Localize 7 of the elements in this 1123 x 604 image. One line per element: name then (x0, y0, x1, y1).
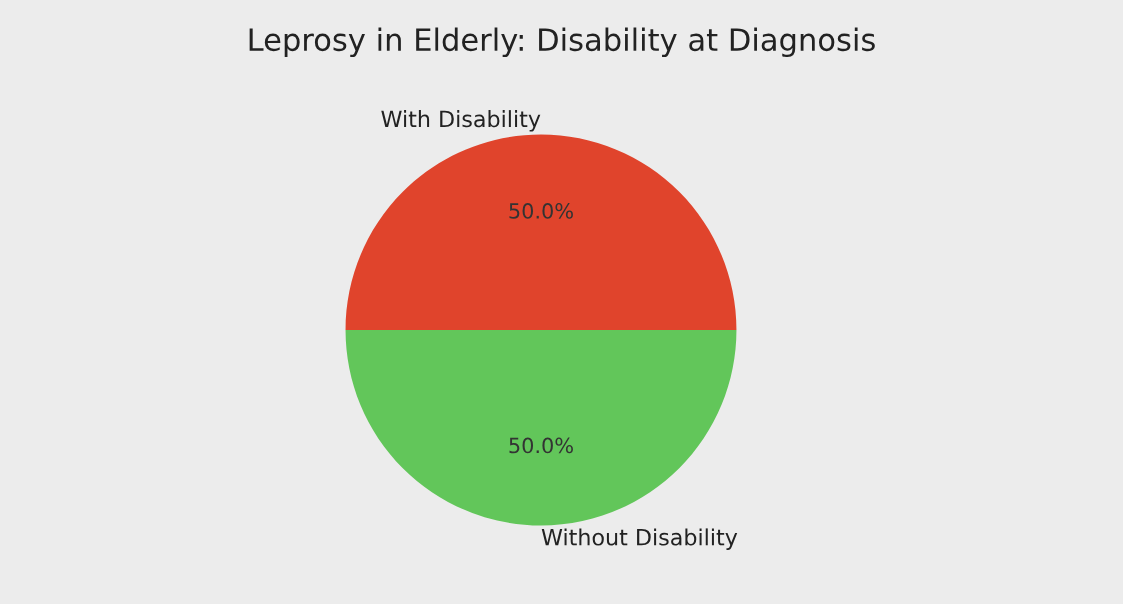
slice-label: Without Disability (541, 528, 738, 550)
pie-slice (345, 134, 737, 330)
data-label: 50.0% (509, 203, 573, 219)
slice-label: With Disability (381, 110, 541, 132)
pie-slice (345, 330, 737, 526)
chart-title: Leprosy in Elderly: Disability at Diagnosis (249, 27, 875, 58)
data-label: 50.0% (509, 437, 573, 454)
